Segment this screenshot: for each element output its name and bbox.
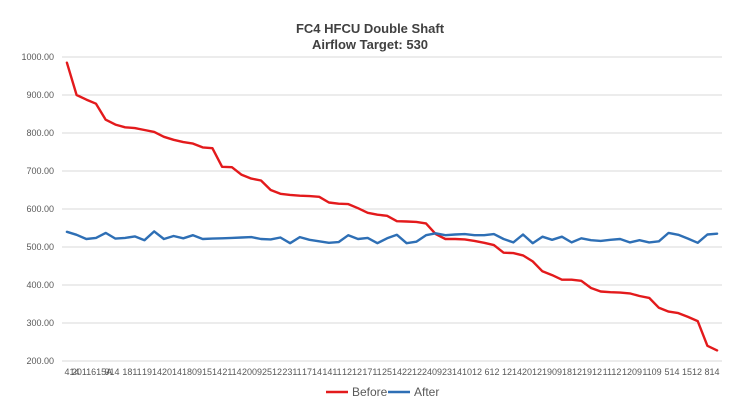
x-tick-label: 1812 (562, 367, 582, 377)
chart-title: FC4 HFCU Double Shaft (295, 21, 445, 36)
series-line-after (65, 230, 719, 245)
x-tick-label: 1109 (642, 367, 661, 377)
legend-label-before: Before (352, 385, 388, 399)
x-tick-label: 2514 (382, 367, 402, 377)
x-tick-label: 2009 (242, 367, 262, 377)
y-tick-label: 500.00 (26, 242, 54, 252)
x-tick-label: 1012 (462, 367, 482, 377)
x-tick-label: 2212 (402, 367, 422, 377)
x-tick-label: 814 (704, 367, 719, 377)
y-tick-label: 900.00 (26, 90, 54, 100)
x-tick-label: 1811 (122, 367, 141, 377)
x-tick-label: 1909 (542, 367, 562, 377)
x-tick-label: 414 (64, 367, 79, 377)
x-tick-label: 1711 (362, 367, 381, 377)
x-tick-label: 914 (104, 367, 119, 377)
legend-label-after: After (414, 385, 439, 399)
x-tick-label: 1512 (682, 367, 702, 377)
x-tick-label: 2314 (442, 367, 462, 377)
y-tick-label: 300.00 (26, 318, 54, 328)
x-tick-label: 1514 (202, 367, 222, 377)
x-tick-label: 2011615A (72, 367, 112, 377)
x-tick-label: 1914 (142, 367, 162, 377)
x-tick-label: 1112 (603, 367, 622, 377)
x-tick-label: 2014 (162, 367, 182, 377)
x-tick-label: 1809 (182, 367, 202, 377)
x-tick-label: 1214 (502, 367, 522, 377)
y-tick-label: 200.00 (26, 356, 54, 366)
x-tick-label: 2114 (222, 367, 241, 377)
x-tick-label: 1212 (342, 367, 362, 377)
x-tick-label: 514 (664, 367, 679, 377)
x-tick-label: 2311 (282, 367, 301, 377)
x-tick-label: 1209 (622, 367, 642, 377)
y-tick-label: 600.00 (26, 204, 54, 214)
x-tick-label: 2409 (422, 367, 442, 377)
y-tick-label: 1000.00 (21, 52, 54, 62)
x-tick-label: 2012 (522, 367, 542, 377)
x-tick-label: 1411 (322, 367, 341, 377)
y-tick-label: 700.00 (26, 166, 54, 176)
y-tick-label: 400.00 (26, 280, 54, 290)
chart-subtitle: Airflow Target: 530 (311, 37, 429, 52)
x-tick-label: 1714 (302, 367, 322, 377)
x-tick-label: 2512 (262, 367, 282, 377)
x-tick-label: 1912 (582, 367, 602, 377)
series-line-before (65, 61, 719, 352)
y-tick-label: 800.00 (26, 128, 54, 138)
x-tick-label: 612 (484, 367, 499, 377)
